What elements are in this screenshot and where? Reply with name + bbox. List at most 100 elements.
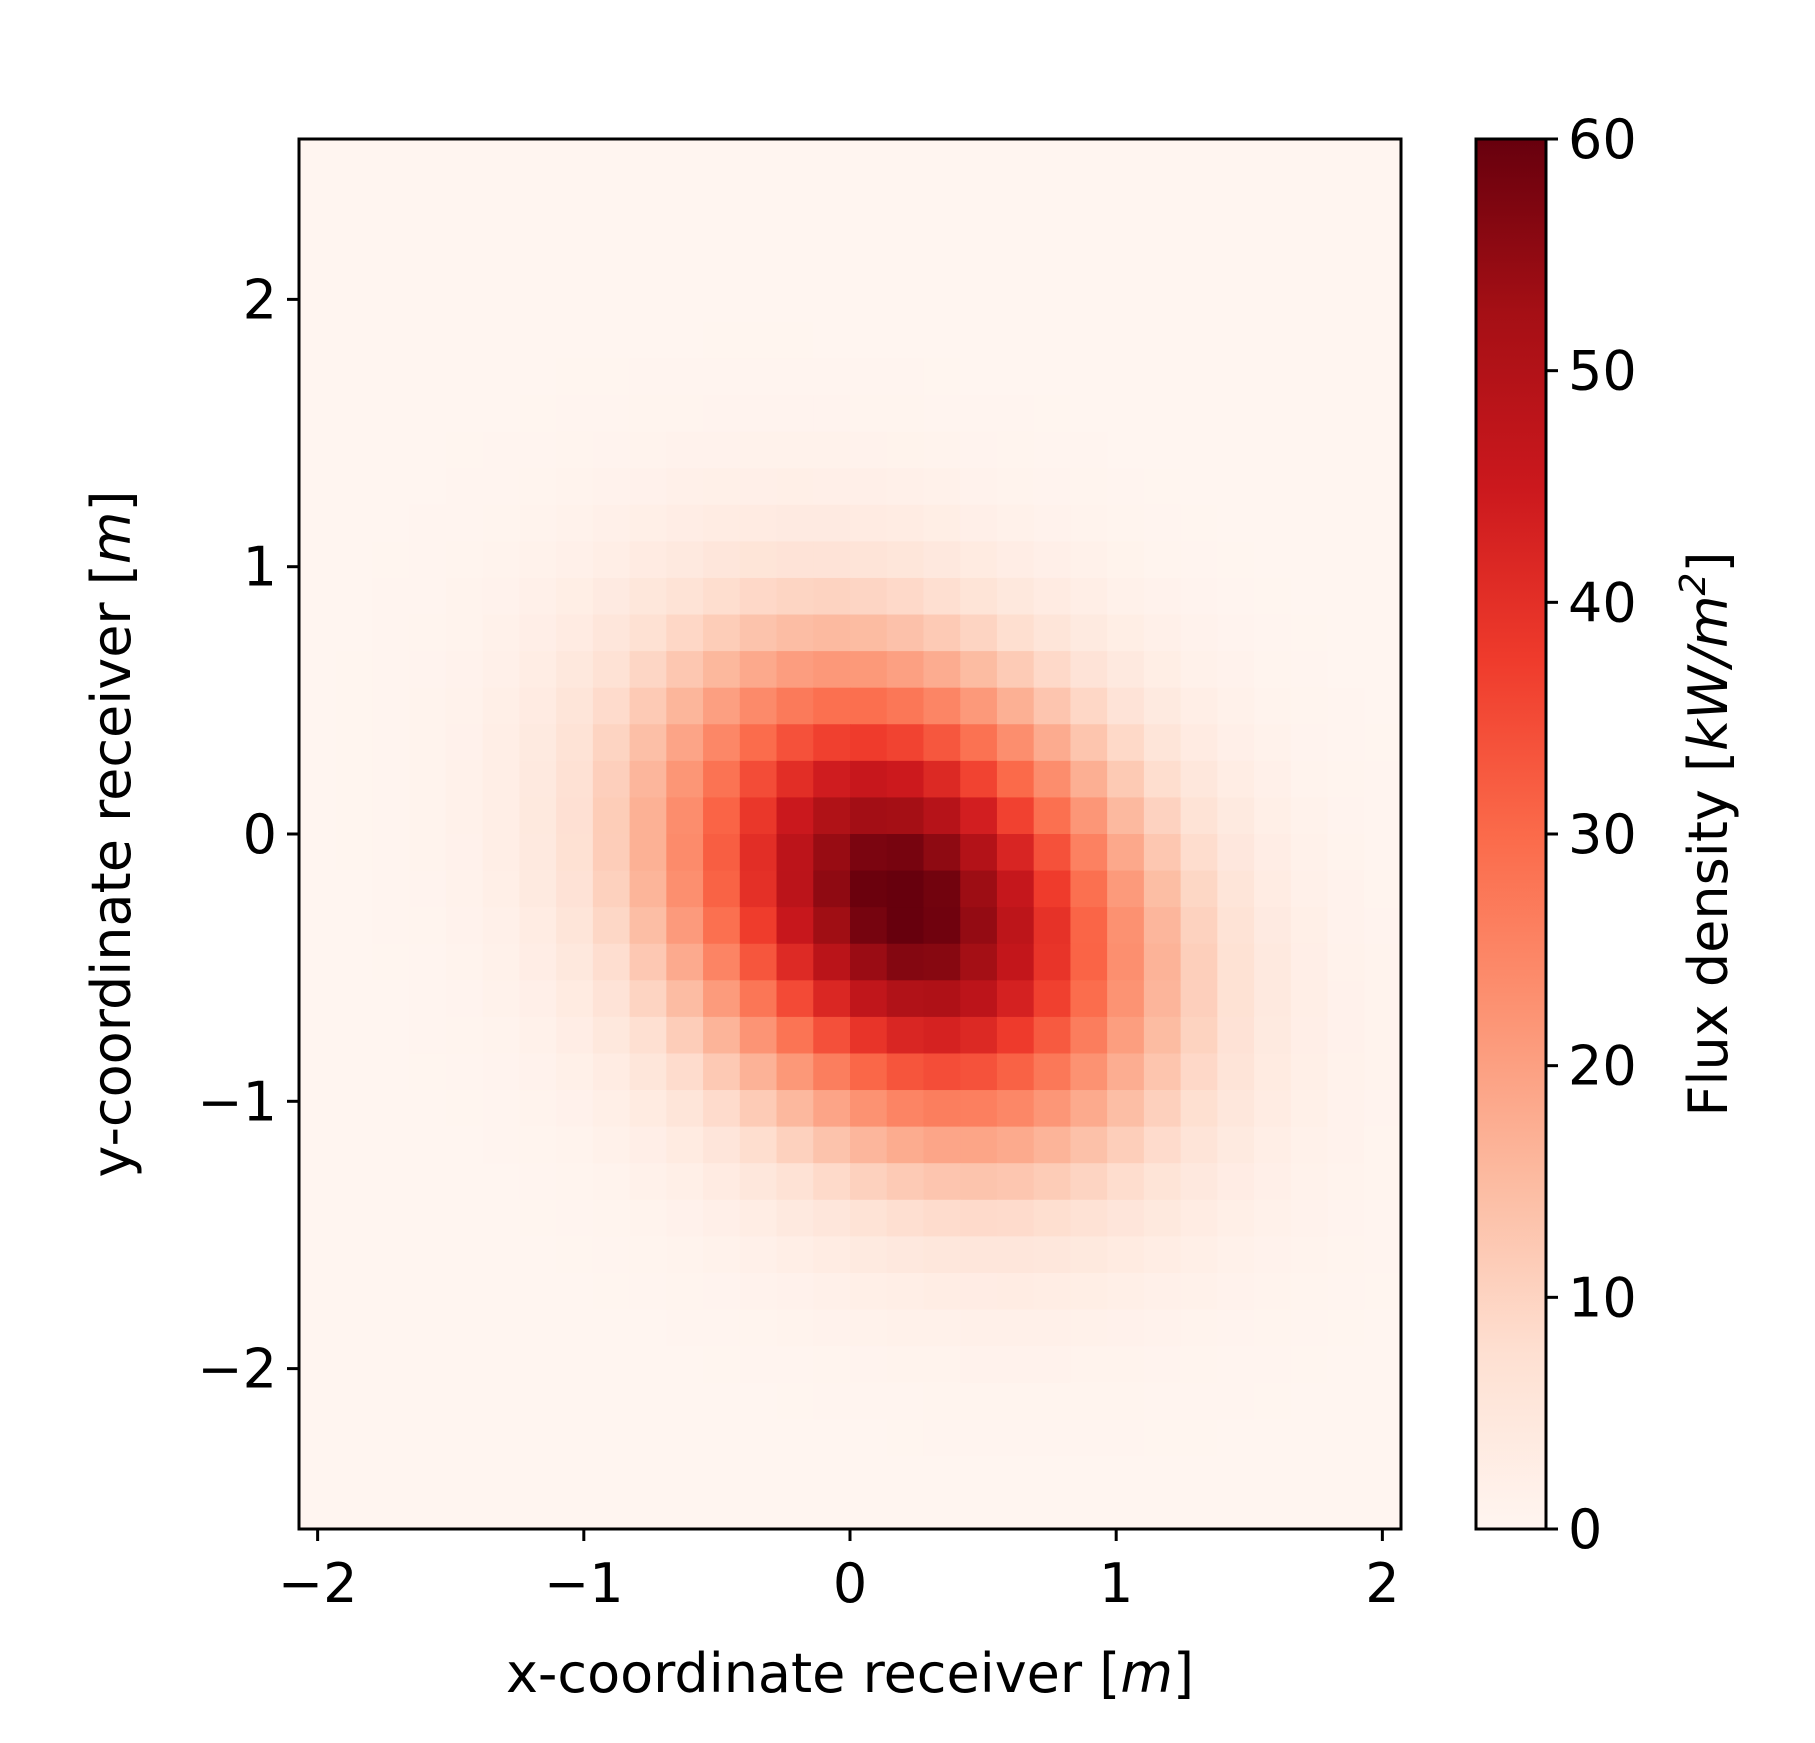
heatmap-cell (776, 1272, 814, 1311)
heatmap-cell (1143, 1126, 1182, 1164)
heatmap-cell (1143, 1492, 1182, 1530)
heatmap-cell (629, 504, 667, 542)
heatmap-cell (409, 431, 447, 469)
heatmap-cell (703, 870, 741, 908)
heatmap-cell (1327, 541, 1365, 579)
heatmap-cell (996, 1272, 1035, 1311)
heatmap-cell (445, 834, 484, 872)
heatmap-cell (923, 1199, 961, 1237)
heatmap-cell (1327, 687, 1365, 725)
heatmap-cell (299, 724, 337, 762)
heatmap-cell (703, 1419, 741, 1457)
heatmap-cell (703, 431, 741, 469)
heatmap-cell (335, 175, 374, 213)
heatmap-cell (1180, 248, 1218, 286)
heatmap-cell (335, 285, 374, 323)
heatmap-cell (996, 1455, 1035, 1494)
heatmap-cell (1033, 139, 1071, 177)
heatmap-cell (482, 1236, 520, 1274)
heatmap-cell (1070, 577, 1108, 616)
heatmap-cell (813, 1346, 851, 1384)
heatmap-cell (739, 1455, 778, 1494)
heatmap-cell (813, 504, 851, 542)
heatmap-cell (1290, 1309, 1329, 1347)
heatmap-cell (996, 1016, 1035, 1055)
heatmap-cell (960, 834, 998, 872)
heatmap-cell (482, 1016, 520, 1055)
heatmap-cell (1327, 907, 1365, 945)
heatmap-cell (335, 248, 374, 286)
heatmap-cell (629, 797, 667, 835)
heatmap-cell (592, 1455, 631, 1494)
heatmap-cell (372, 248, 410, 286)
heatmap-cell (1033, 1309, 1071, 1347)
heatmap-cell (703, 468, 741, 506)
heatmap-cell (556, 358, 594, 396)
heatmap-cell (1107, 139, 1145, 177)
heatmap-cell (960, 504, 998, 542)
heatmap-cell (1107, 724, 1145, 762)
heatmap-cell (1290, 870, 1329, 908)
heatmap-cell (1217, 431, 1255, 469)
heatmap-cell (1327, 1492, 1365, 1530)
heatmap-cell (1107, 504, 1145, 542)
heatmap-cell (703, 907, 741, 945)
heatmap-cell (1033, 870, 1071, 908)
heatmap-cell (850, 1309, 888, 1347)
heatmap-cell (1254, 943, 1292, 981)
heatmap-cell (960, 1126, 998, 1164)
colorbar-tick-label: 40 (1568, 571, 1637, 634)
heatmap-cell (335, 651, 374, 689)
heatmap-cell (703, 358, 741, 396)
heatmap-cell (445, 797, 484, 835)
heatmap-cell (372, 907, 410, 945)
heatmap-cell (1290, 1053, 1329, 1091)
heatmap-cell (813, 175, 851, 213)
heatmap-cell (850, 1053, 888, 1091)
heatmap-cell (629, 1053, 667, 1091)
heatmap-cell (1180, 1199, 1218, 1237)
heatmap-cell (1143, 395, 1182, 433)
heatmap-cell (1107, 1492, 1145, 1530)
heatmap-cell (409, 1053, 447, 1091)
heatmap-cell (996, 468, 1035, 506)
heatmap-cell (850, 1382, 888, 1420)
heatmap-cell (886, 468, 925, 506)
heatmap-cell (519, 797, 557, 835)
heatmap-cell (960, 358, 998, 396)
heatmap-cell (1364, 651, 1402, 689)
heatmap-cell (813, 1236, 851, 1274)
heatmap-cell (409, 687, 447, 725)
heatmap-cell (299, 248, 337, 286)
heatmap-cell (1364, 1272, 1402, 1311)
heatmap-cell (592, 1163, 631, 1201)
heatmap-cell (299, 614, 337, 652)
heatmap-cell (409, 651, 447, 689)
heatmap-cell (813, 1090, 851, 1128)
heatmap-cell (409, 139, 447, 177)
heatmap-cell (1217, 1236, 1255, 1274)
heatmap-cell (629, 980, 667, 1018)
heatmap-cell (445, 1382, 484, 1420)
heatmap-cell (850, 577, 888, 616)
heatmap-cell (519, 431, 557, 469)
heatmap-cell (923, 1236, 961, 1274)
heatmap-cell (996, 614, 1035, 652)
heatmap-cell (776, 1419, 814, 1457)
heatmap-cell (1143, 870, 1182, 908)
heatmap-cell (592, 760, 631, 799)
heatmap-cell (372, 870, 410, 908)
heatmap-cell (850, 797, 888, 835)
heatmap-cell (850, 139, 888, 177)
heatmap-cell (960, 907, 998, 945)
heatmap-cell (1180, 1346, 1218, 1384)
heatmap-cell (703, 1126, 741, 1164)
heatmap-cell (666, 175, 704, 213)
heatmap-cell (996, 285, 1035, 323)
heatmap-cell (666, 724, 704, 762)
heatmap-cell (592, 139, 631, 177)
heatmap-cell (1180, 760, 1218, 799)
heatmap-cell (1290, 139, 1329, 177)
heatmap-cell (703, 1309, 741, 1347)
heatmap-cell (850, 1419, 888, 1457)
